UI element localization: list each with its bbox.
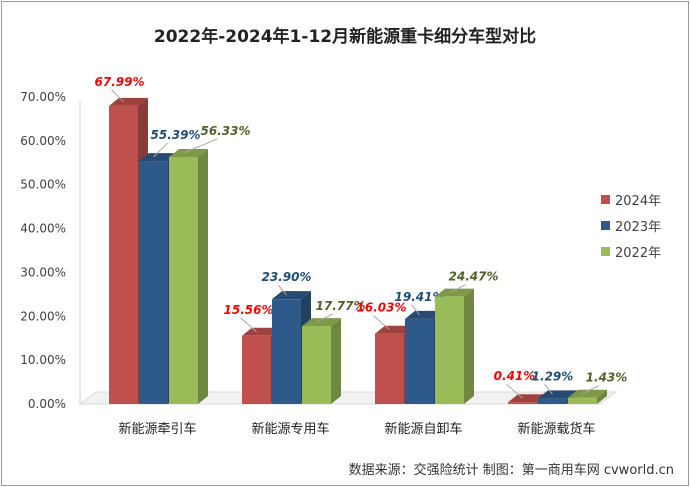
leader-line <box>373 315 390 331</box>
bar <box>508 402 537 404</box>
bar-top <box>405 310 444 319</box>
leader-line <box>582 385 599 395</box>
x-category-label: 新能源专用车 <box>251 421 329 437</box>
y-tick-label: 70.00% <box>20 90 66 104</box>
data-label: 0.41% <box>494 369 536 383</box>
bar-top <box>272 291 311 300</box>
legend-label-2024: 2024年 <box>615 193 662 209</box>
bar <box>169 156 198 404</box>
bar-top <box>302 318 341 327</box>
leader-line <box>278 284 287 296</box>
leader-line <box>153 142 168 158</box>
legend-label-2022: 2022年 <box>615 245 662 261</box>
data-label: 23.90% <box>262 270 312 284</box>
bar <box>405 318 434 404</box>
leader-line <box>111 89 124 103</box>
data-label: 67.99% <box>95 75 145 89</box>
leader-line <box>411 304 420 316</box>
data-label: 24.47% <box>449 270 499 284</box>
leader-line <box>506 383 523 399</box>
y-tick-label: 60.00% <box>20 134 66 148</box>
legend-item-2022: 2022年 <box>601 238 661 264</box>
y-tick-label: 50.00% <box>20 178 66 192</box>
legend-label-2023: 2023年 <box>615 219 662 235</box>
y-tick-label: 20.00% <box>20 309 66 323</box>
bar-side <box>198 148 208 404</box>
legend-item-2024: 2024年 <box>601 186 661 212</box>
bar-top <box>109 97 148 106</box>
legend-swatch-2024 <box>601 194 610 204</box>
legend: 2024年 2023年 2022年 <box>601 186 661 264</box>
data-label: 56.33% <box>201 124 251 138</box>
y-tick-label: 0.00% <box>28 397 66 411</box>
data-label: 19.41% <box>395 290 445 304</box>
legend-swatch-2023 <box>601 220 610 230</box>
legend-swatch-2022 <box>601 246 610 256</box>
x-category-label: 新能源载货车 <box>517 421 595 437</box>
bar-side <box>597 389 607 404</box>
leader-line <box>316 313 333 323</box>
data-label: 15.56% <box>224 303 274 317</box>
y-tick-label: 30.00% <box>20 265 66 279</box>
bar <box>375 333 404 404</box>
data-label: 16.03% <box>357 301 407 315</box>
bar-top <box>169 148 208 157</box>
bar-top <box>242 327 281 336</box>
source-note: 数据来源：交强险统计 制图：第一商用车网 cvworld.cn <box>348 463 674 478</box>
bar-top <box>568 389 607 398</box>
data-label: 55.39% <box>151 128 201 142</box>
bar <box>139 161 168 404</box>
x-category-label: 新能源牵引车 <box>118 421 196 437</box>
bar <box>435 296 464 404</box>
chart-title: 2022年-2024年1-12月新能源重卡细分车型对比 <box>153 27 537 47</box>
leader-line <box>240 317 257 333</box>
bar-top <box>538 390 577 399</box>
bar <box>302 326 331 404</box>
bar-side <box>464 288 474 404</box>
bar <box>538 398 567 404</box>
leader-line <box>449 284 466 294</box>
bar <box>109 105 138 405</box>
data-label: 17.77% <box>316 299 366 313</box>
bar <box>568 397 597 404</box>
bar-top <box>435 288 474 297</box>
x-category-label: 新能源自卸车 <box>384 421 462 437</box>
y-tick-label: 10.00% <box>20 353 66 367</box>
bar-top <box>375 325 414 334</box>
leader-line <box>183 138 218 154</box>
legend-item-2023: 2023年 <box>601 212 661 238</box>
data-label: 1.43% <box>586 371 628 385</box>
bar-side <box>331 318 341 404</box>
bar-top <box>508 394 547 403</box>
bar <box>242 335 271 404</box>
data-label: 1.29% <box>532 369 574 383</box>
y-tick-label: 40.00% <box>20 222 66 236</box>
bar <box>272 299 301 404</box>
leader-line <box>544 384 553 395</box>
bar-top <box>139 153 178 162</box>
